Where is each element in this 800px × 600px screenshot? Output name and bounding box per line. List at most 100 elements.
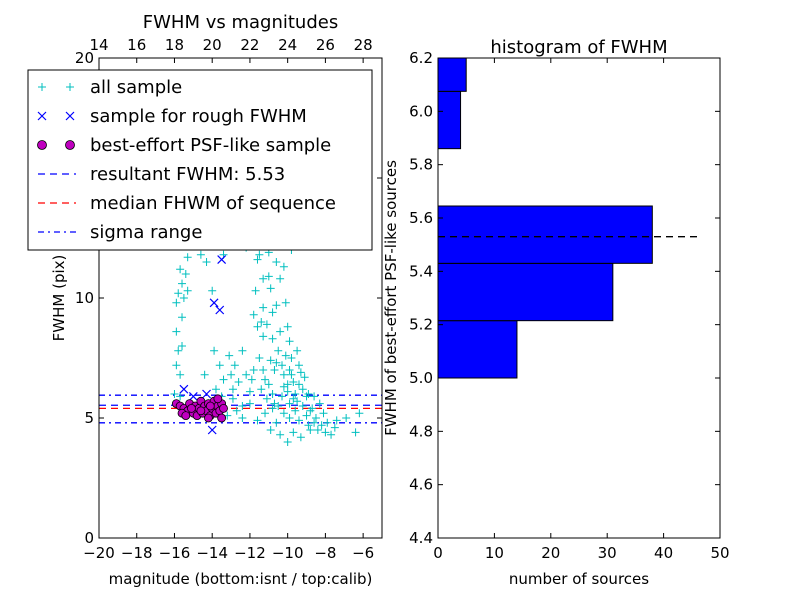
point-all-sample [178, 342, 187, 350]
histogram-bar [438, 58, 467, 92]
point-all-sample [253, 322, 262, 331]
point-all-sample [323, 418, 332, 427]
point-all-sample [302, 411, 311, 420]
point-all-sample [278, 361, 287, 370]
point-all-sample [264, 380, 273, 389]
right-x-tick-label: 0 [433, 544, 443, 562]
point-all-sample [247, 375, 256, 384]
point-all-sample [308, 404, 317, 413]
point-all-sample [225, 351, 234, 360]
point-all-sample [310, 418, 319, 427]
point-all-sample [232, 406, 241, 415]
histogram-bar [438, 90, 462, 150]
left-y-axis-label: FWHM (pix) [50, 255, 68, 342]
point-all-sample [238, 346, 247, 355]
point-all-sample [268, 404, 277, 413]
left-x-tick-label: −12 [234, 544, 266, 562]
legend-marker-x [37, 111, 47, 121]
point-all-sample [270, 399, 279, 408]
point-all-sample [253, 416, 262, 425]
point-all-sample [268, 308, 277, 317]
legend-entry-label: resultant FWHM: 5.53 [90, 164, 285, 185]
point-all-sample [291, 390, 300, 398]
top-x-tick-label: 24 [278, 36, 297, 54]
legend-entry-label: median FHWM of sequence [90, 193, 336, 214]
point-all-sample [302, 392, 311, 401]
point-psf-sample [204, 413, 213, 423]
right-x-axis-label: number of sources [509, 570, 649, 588]
point-all-sample [294, 416, 303, 425]
point-all-sample [332, 416, 341, 425]
point-all-sample [285, 414, 294, 422]
right-chart-title: histogram of FWHM [490, 37, 667, 58]
legend-entry-label: best-effort PSF-like sample [90, 135, 331, 156]
point-all-sample [268, 390, 277, 398]
point-all-sample [287, 354, 296, 362]
right-y-tick-label: 5.4 [409, 262, 433, 280]
histogram-bar [438, 320, 518, 379]
point-rough-sample [207, 425, 217, 435]
legend: all sample sample for rough FWHM best-effo… [27, 69, 373, 251]
point-all-sample [281, 351, 290, 360]
legend-marker-circle [65, 140, 75, 150]
point-all-sample [272, 301, 281, 310]
left-x-tick-label: −8 [314, 544, 336, 562]
point-all-sample [291, 406, 300, 415]
point-all-sample [172, 327, 181, 336]
right-y-tick-label: 6.2 [409, 49, 433, 67]
right-y-tick-label: 4.4 [409, 529, 433, 547]
point-all-sample [327, 430, 336, 439]
point-all-sample [330, 423, 339, 432]
point-rough-sample [217, 255, 227, 265]
point-all-sample [270, 366, 279, 374]
point-all-sample [279, 409, 288, 418]
point-all-sample [285, 366, 294, 374]
point-all-sample [313, 426, 322, 434]
right-y-tick-label: 5.2 [409, 316, 433, 334]
point-all-sample [321, 428, 330, 437]
point-all-sample [272, 418, 281, 427]
point-all-sample [266, 284, 275, 293]
left-x-tick-label: −10 [272, 544, 304, 562]
point-all-sample [319, 409, 328, 418]
point-all-sample [196, 250, 205, 259]
point-all-sample [219, 375, 228, 384]
right-y-tick-label: 4.6 [409, 476, 433, 494]
point-all-sample [172, 361, 181, 370]
point-rough-sample [188, 391, 198, 401]
point-all-sample [183, 253, 192, 262]
point-all-sample [306, 426, 315, 434]
point-psf-sample [219, 403, 228, 413]
point-all-sample [266, 356, 275, 365]
point-all-sample [262, 394, 271, 403]
point-all-sample [278, 392, 287, 401]
fwhm-histogram-chart: histogram of FWHM 0 10 20 30 40 50 4.4 4.6 4.8 5.… [382, 37, 730, 588]
point-all-sample [276, 327, 285, 336]
top-x-tick-label: 14 [89, 36, 108, 54]
point-all-sample [304, 421, 313, 430]
point-all-sample [355, 409, 364, 418]
top-x-tick-label: 22 [240, 36, 259, 54]
left-x-tick-label: −6 [352, 544, 374, 562]
point-all-sample [296, 368, 305, 377]
right-plot-area: 0 10 20 30 40 50 4.4 4.6 4.8 5.0 5.2 5.4 5.6 5.8 6.0 6.… [409, 49, 729, 562]
point-all-sample [208, 286, 217, 295]
histogram-bar [438, 262, 614, 322]
right-x-tick-label: 40 [654, 544, 673, 562]
point-all-sample [289, 428, 298, 437]
point-all-sample [259, 366, 268, 374]
point-all-sample [298, 385, 307, 394]
point-all-sample [170, 390, 179, 398]
point-all-sample [211, 385, 220, 394]
point-all-sample [172, 298, 181, 307]
point-all-sample [289, 378, 298, 386]
left-y-tick-label: 10 [75, 289, 94, 307]
top-x-tick-label: 18 [165, 36, 184, 54]
point-all-sample [255, 354, 264, 362]
right-y-tick-label: 5.0 [409, 369, 433, 387]
point-all-sample [298, 402, 307, 410]
point-all-sample [279, 262, 288, 271]
point-all-sample [253, 255, 262, 264]
point-rough-sample [179, 384, 189, 394]
